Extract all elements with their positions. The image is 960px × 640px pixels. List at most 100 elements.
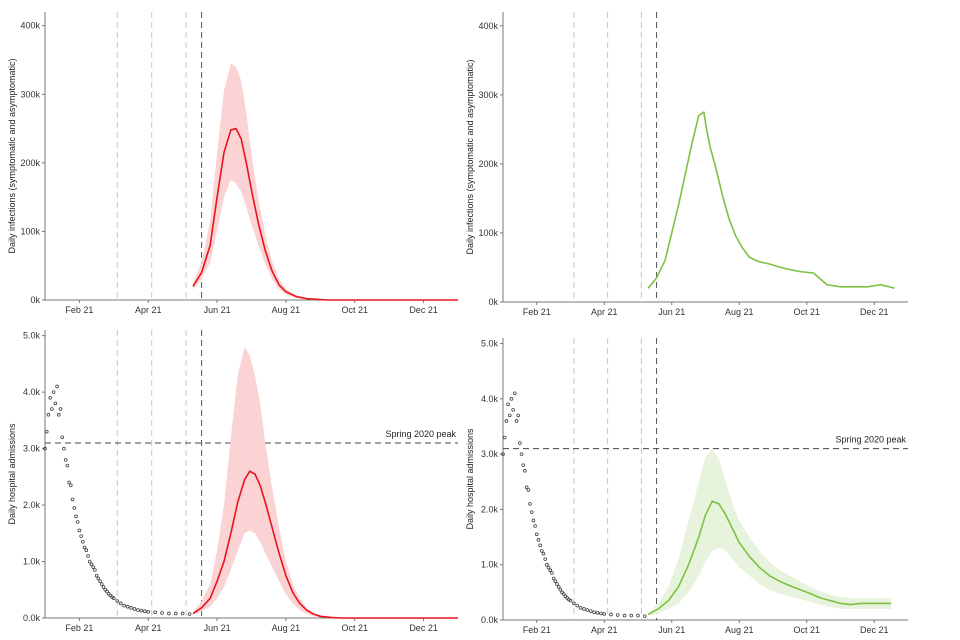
observed-point <box>160 611 164 615</box>
observed-point <box>101 585 106 589</box>
observed-point <box>531 518 536 523</box>
observed-point <box>609 612 613 617</box>
observed-point <box>58 407 63 411</box>
observed-point <box>146 609 151 614</box>
y-tick-label: 4.0k <box>23 387 41 397</box>
x-tick-label: Dec 21 <box>860 625 889 635</box>
observed-point <box>556 585 561 589</box>
observed-point <box>516 413 520 418</box>
observed-point <box>599 611 603 616</box>
x-tick-label: Jun 21 <box>204 623 231 633</box>
x-tick-label: Feb 21 <box>523 307 551 317</box>
observed-point <box>595 611 600 615</box>
observed-point <box>55 384 59 389</box>
observed-point <box>551 576 556 581</box>
observed-point <box>167 611 171 616</box>
observed-point <box>79 534 83 538</box>
observed-point <box>506 402 510 407</box>
x-tick-label: Oct 21 <box>341 305 368 315</box>
x-tick-label: Apr 21 <box>591 307 618 317</box>
y-tick-label: 300k <box>478 90 498 100</box>
observed-point <box>533 524 537 528</box>
observed-point <box>615 613 620 617</box>
x-tick-label: Dec 21 <box>409 305 438 315</box>
uncertainty-band <box>192 63 355 300</box>
observed-point <box>99 582 104 586</box>
observed-point <box>115 599 120 603</box>
observed-point <box>518 441 522 445</box>
observed-point <box>526 488 531 492</box>
observed-point <box>87 559 92 564</box>
projection-line <box>192 470 458 619</box>
x-tick-label: Dec 21 <box>409 623 438 633</box>
observed-point <box>75 520 80 524</box>
observed-point <box>70 497 75 502</box>
observed-point <box>50 407 54 411</box>
observed-point <box>642 614 647 618</box>
observed-point <box>143 609 147 614</box>
observed-point <box>139 608 144 613</box>
observed-point <box>118 601 123 606</box>
observed-point <box>602 612 607 616</box>
y-tick-label: 2.0k <box>481 504 499 514</box>
observed-point <box>48 395 52 400</box>
x-tick-label: Aug 21 <box>725 307 754 317</box>
x-tick-label: Feb 21 <box>65 305 93 315</box>
observed-point <box>578 606 583 610</box>
observed-point <box>572 601 576 606</box>
observed-point <box>84 548 89 553</box>
observed-point <box>543 557 547 561</box>
observed-point <box>513 391 517 396</box>
observed-point <box>553 579 558 584</box>
y-tick-label: 5.0k <box>23 331 41 341</box>
observed-point <box>546 565 551 570</box>
observed-point <box>82 545 87 550</box>
observed-point <box>565 596 569 600</box>
observed-point <box>528 502 532 506</box>
x-tick-label: Jun 21 <box>204 305 231 315</box>
x-tick-label: Aug 21 <box>725 625 754 635</box>
observed-point <box>585 608 590 612</box>
observed-point <box>62 446 66 451</box>
y-tick-label: 300k <box>20 89 40 99</box>
y-tick-label: 400k <box>478 21 498 31</box>
projection-line <box>647 111 895 289</box>
x-tick-label: Jun 21 <box>658 307 685 317</box>
observed-point <box>43 446 47 451</box>
y-tick-label: 0.0k <box>23 613 41 623</box>
observed-point <box>561 592 566 596</box>
observed-point <box>555 582 559 586</box>
observed-point <box>622 613 627 618</box>
observed-point <box>60 435 65 440</box>
y-tick-label: 4.0k <box>481 394 499 404</box>
observed-point <box>548 568 553 573</box>
x-tick-label: Oct 21 <box>793 307 820 317</box>
observed-point <box>53 401 58 406</box>
observed-point <box>550 571 554 575</box>
observed-point <box>575 603 580 608</box>
observed-point <box>509 397 514 401</box>
observed-point <box>504 419 509 423</box>
x-tick-label: Dec 21 <box>860 307 889 317</box>
x-tick-label: Aug 21 <box>272 623 301 633</box>
x-tick-label: Oct 21 <box>793 625 820 635</box>
observed-point <box>592 610 596 615</box>
observed-point <box>534 532 539 537</box>
observed-point <box>524 485 529 490</box>
x-tick-label: Apr 21 <box>135 305 162 315</box>
observed-point <box>560 590 564 595</box>
y-tick-label: 5.0k <box>481 339 499 349</box>
observed-point <box>89 562 94 567</box>
uncertainty-band <box>648 448 892 616</box>
x-tick-label: Apr 21 <box>591 625 618 635</box>
y-tick-label: 1.0k <box>481 560 499 570</box>
panel-admissions-red: 0.0k 1.0k 2.0k 3.0k 4.0k 5.0k Feb 21 Apr 21 Jun … <box>7 330 458 633</box>
observed-point <box>94 573 99 578</box>
observed-point <box>514 419 519 423</box>
observed-point <box>136 608 140 612</box>
projection-line <box>647 500 892 616</box>
observed-point <box>538 543 542 548</box>
y-tick-label: 1.0k <box>23 557 41 567</box>
observed-point <box>501 452 505 456</box>
y-tick-label: 3.0k <box>23 444 41 454</box>
